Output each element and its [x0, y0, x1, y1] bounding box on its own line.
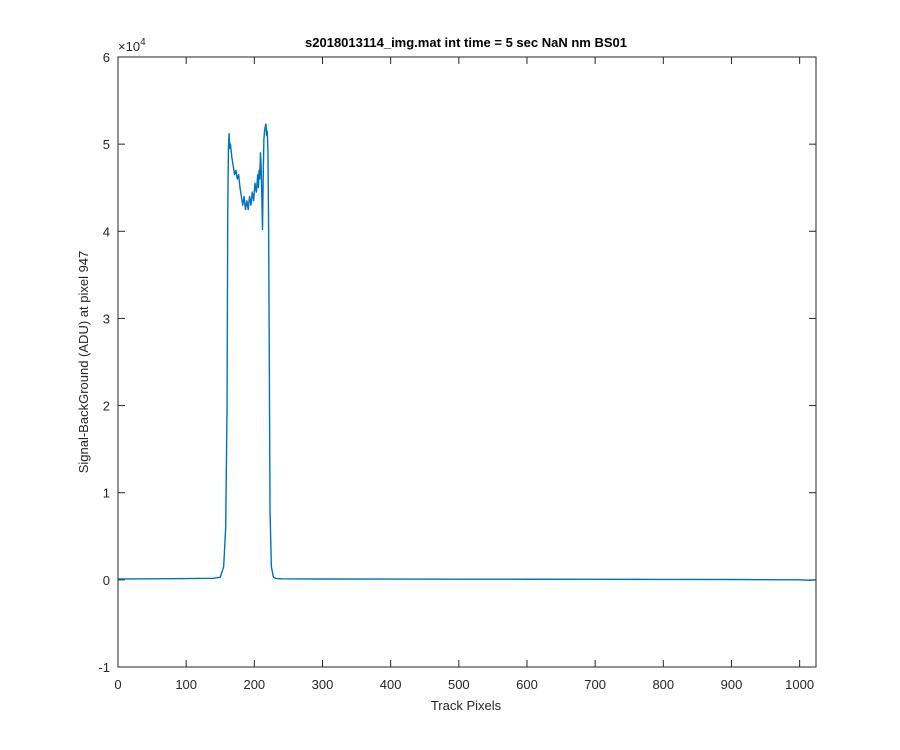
- y-exponent-label: ×104: [118, 37, 146, 54]
- x-tick-label: 700: [584, 677, 606, 692]
- x-tick-label: 500: [448, 677, 470, 692]
- y-tick-label: -1: [98, 660, 110, 675]
- y-tick-label: 4: [103, 224, 110, 239]
- axes-box: [117, 56, 817, 668]
- x-tick-label: 900: [721, 677, 743, 692]
- x-tick-label: 0: [114, 677, 121, 692]
- y-tick-label: 2: [103, 399, 110, 414]
- x-tick-labels: 0 100 200 300 400 500 600 700 800 900 1000: [114, 677, 814, 692]
- y-tick-label: 3: [103, 311, 110, 326]
- x-tick-label: 200: [243, 677, 265, 692]
- y-axis-label: Signal-BackGround (ADU) at pixel 947: [76, 251, 91, 474]
- x-tick-label: 300: [312, 677, 334, 692]
- y-tick-label: 5: [103, 137, 110, 152]
- x-tick-label: 800: [652, 677, 674, 692]
- y-tick-label: 0: [103, 573, 110, 588]
- x-axis-label: Track Pixels: [431, 698, 502, 713]
- plot-area: [118, 57, 816, 667]
- x-tick-label: 1000: [785, 677, 814, 692]
- chart-title: s2018013114_img.mat int time = 5 sec NaN…: [305, 35, 627, 50]
- x-tick-label: 600: [516, 677, 538, 692]
- series-line: [117, 123, 817, 581]
- x-tick-label: 100: [175, 677, 197, 692]
- y-tick-label: 6: [103, 50, 110, 65]
- y-tick-labels: -1 0 1 2 3 4 5 6: [98, 50, 110, 675]
- x-tick-label: 400: [380, 677, 402, 692]
- y-tick-label: 1: [103, 486, 110, 501]
